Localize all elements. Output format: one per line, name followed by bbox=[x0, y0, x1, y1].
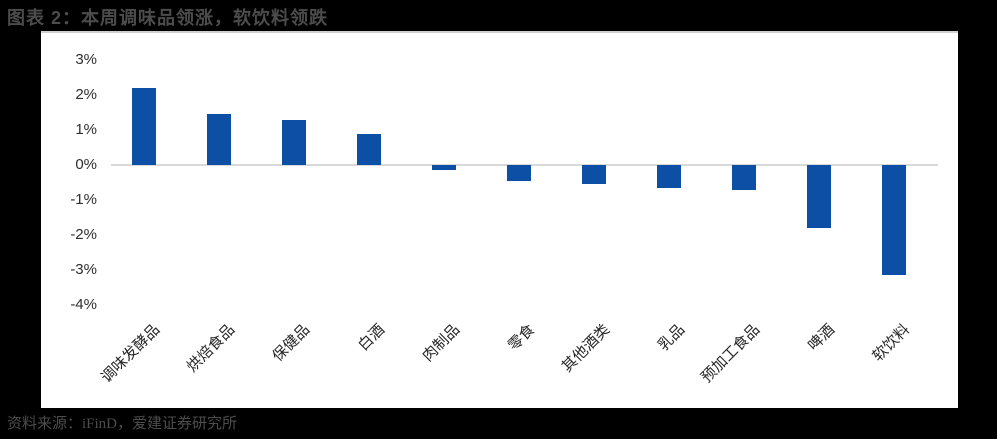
y-tick-label: -3% bbox=[70, 261, 97, 278]
bar bbox=[657, 165, 681, 188]
x-axis-label: 烘焙食品 bbox=[183, 321, 239, 376]
x-axis-label: 软饮料 bbox=[869, 321, 914, 365]
y-tick-label: 0% bbox=[75, 156, 97, 173]
x-axis-label: 调味发酵品 bbox=[98, 321, 164, 387]
bar bbox=[132, 88, 156, 165]
bar bbox=[882, 165, 906, 276]
bar bbox=[807, 165, 831, 228]
x-axis-label: 肉制品 bbox=[419, 321, 464, 365]
bar bbox=[207, 114, 231, 165]
bar bbox=[357, 133, 381, 165]
bar bbox=[732, 165, 756, 190]
x-axis-label: 预加工食品 bbox=[698, 321, 764, 387]
x-axis-label: 零食 bbox=[504, 321, 539, 355]
chart-panel: 3% 2% 1% 0% -1% -2% -3% -4% 调味发酵品 烘焙食品 保健品 白酒 肉制品 零食… bbox=[41, 31, 958, 408]
y-tick-label: 2% bbox=[75, 86, 97, 103]
x-axis-label: 保健品 bbox=[269, 321, 314, 365]
figure-title: 图表 2：本周调味品领涨，软饮料领跌 bbox=[7, 8, 329, 28]
x-axis-label: 白酒 bbox=[354, 321, 389, 355]
bar bbox=[282, 119, 306, 165]
y-tick-label: -1% bbox=[70, 191, 97, 208]
x-axis-label: 啤酒 bbox=[804, 321, 839, 355]
x-axis-label: 乳品 bbox=[654, 321, 689, 355]
y-tick-label: -4% bbox=[70, 296, 97, 313]
y-tick-label: 3% bbox=[75, 51, 97, 68]
y-tick-label: -2% bbox=[70, 226, 97, 243]
bar bbox=[507, 165, 531, 181]
y-tick-label: 1% bbox=[75, 121, 97, 138]
x-axis-label: 其他酒类 bbox=[558, 321, 614, 376]
bar bbox=[582, 165, 606, 185]
bar bbox=[432, 165, 456, 171]
source-note: 资料来源：iFinD，爱建证券研究所 bbox=[7, 416, 238, 432]
